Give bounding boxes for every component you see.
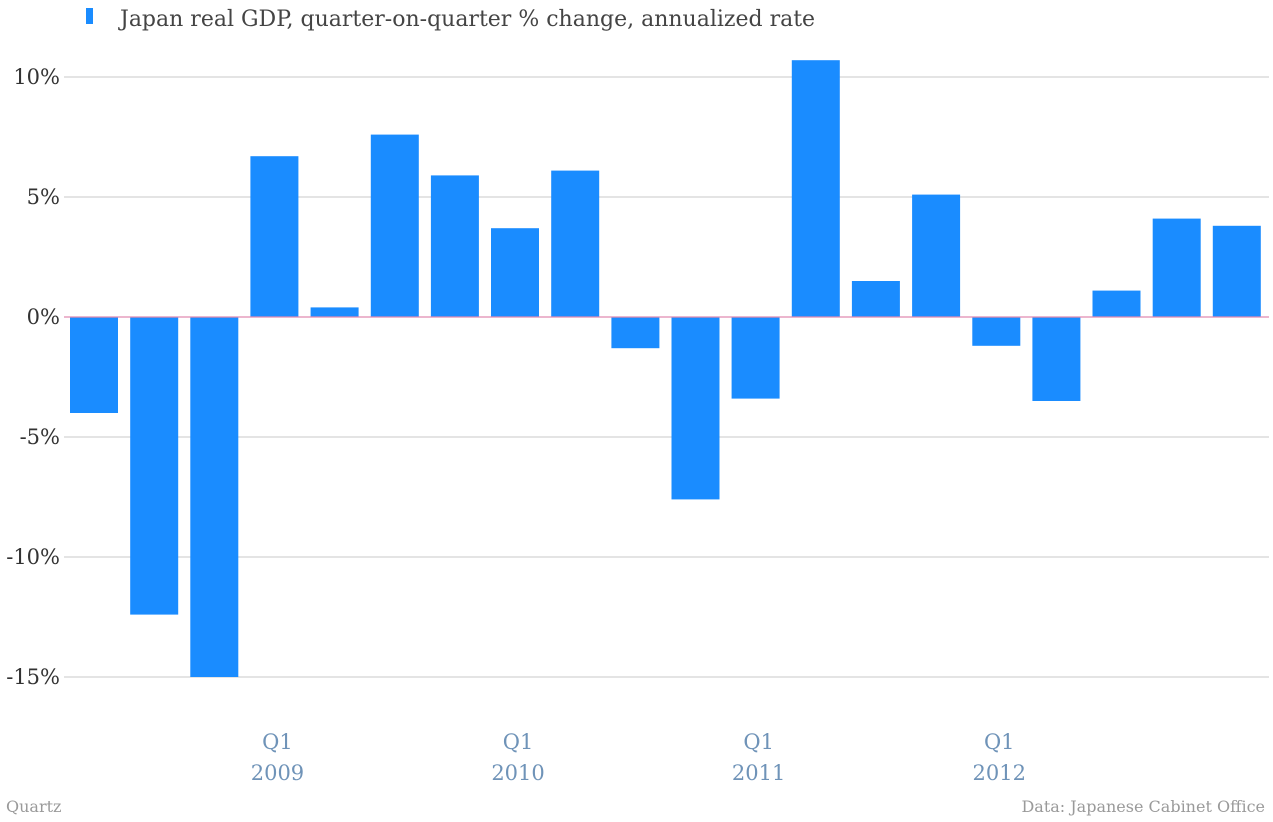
x-tick-label-quarter: Q1 — [262, 730, 293, 754]
y-tick-label: -15% — [6, 665, 60, 689]
y-tick-label: 0% — [27, 305, 60, 329]
legend-swatch — [86, 8, 93, 24]
bar — [1032, 317, 1081, 401]
bar — [791, 60, 840, 317]
x-tick-label-quarter: Q1 — [743, 730, 774, 754]
bar — [671, 317, 720, 500]
x-tick-label-quarter: Q1 — [984, 730, 1015, 754]
bar — [611, 317, 660, 349]
y-axis: 10% 5% 0% -5% -10% -15% — [6, 65, 60, 689]
bar — [190, 317, 239, 677]
y-tick-label: 5% — [27, 185, 60, 209]
x-tick-label-year: 2012 — [973, 761, 1026, 785]
bar — [1152, 218, 1201, 317]
bar — [310, 307, 359, 317]
legend-label: Japan real GDP, quarter-on-quarter % cha… — [118, 7, 815, 32]
bar — [430, 175, 479, 317]
bar — [851, 281, 900, 317]
bar — [130, 317, 179, 615]
y-tick-label: -5% — [20, 425, 60, 449]
bar — [972, 317, 1021, 346]
bar — [1212, 225, 1261, 317]
bar — [250, 156, 299, 317]
footer-source-left: Quartz — [6, 797, 62, 816]
y-tick-label: 10% — [13, 65, 60, 89]
bar — [731, 317, 780, 399]
bar — [1092, 290, 1141, 317]
grid-layer — [64, 76, 1269, 678]
legend: Japan real GDP, quarter-on-quarter % cha… — [86, 7, 815, 32]
bar-layer — [70, 60, 1261, 677]
y-tick-label: -10% — [6, 545, 60, 569]
bar — [370, 134, 419, 317]
x-axis: Q1 2009 Q1 2010 Q1 2011 Q1 2012 — [251, 730, 1026, 785]
x-tick-label-year: 2011 — [732, 761, 785, 785]
footer-source-right: Data: Japanese Cabinet Office — [1021, 797, 1265, 816]
bar — [70, 317, 118, 413]
bar — [551, 170, 600, 317]
x-tick-label-year: 2009 — [251, 761, 304, 785]
bar — [912, 194, 961, 317]
x-tick-label-year: 2010 — [491, 761, 544, 785]
x-tick-label-quarter: Q1 — [503, 730, 534, 754]
bar — [491, 228, 539, 317]
